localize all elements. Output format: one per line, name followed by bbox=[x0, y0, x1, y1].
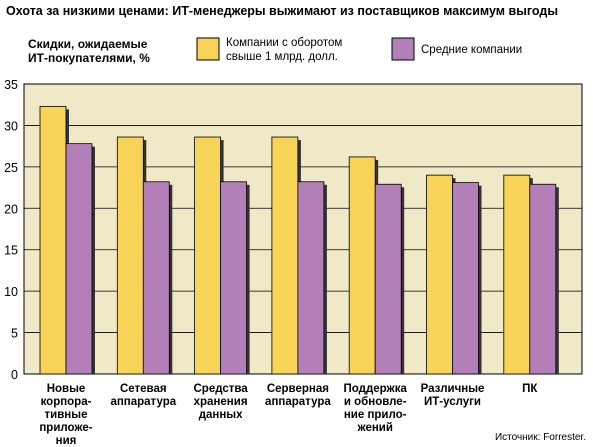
bar bbox=[194, 136, 222, 375]
bar bbox=[503, 174, 531, 375]
x-tick-label: хранения bbox=[194, 396, 248, 408]
x-tick-label: тивные bbox=[45, 409, 88, 421]
bar bbox=[529, 183, 557, 375]
legend-label: свыше 1 млрд. долл. bbox=[226, 51, 338, 63]
x-tick-label: Различные bbox=[421, 383, 485, 395]
bar bbox=[297, 181, 325, 375]
y-tick-label: 30 bbox=[4, 119, 18, 133]
legend: Компании с оборотом свыше 1 млрд. долл. Ср… bbox=[196, 37, 522, 63]
y-tick-label: 25 bbox=[4, 161, 18, 175]
bars bbox=[39, 105, 559, 375]
x-tick-label: Новые bbox=[47, 383, 86, 395]
x-tick-label: ПК bbox=[522, 383, 538, 395]
y-tick-label: 35 bbox=[4, 78, 18, 92]
bar bbox=[374, 183, 402, 375]
bar bbox=[426, 174, 453, 375]
x-tick-label: ИТ-услуги bbox=[424, 396, 481, 408]
chart-title: Охота за низкими ценами: ИТ-менеджеры вы… bbox=[6, 4, 558, 18]
y-tick-label: 10 bbox=[4, 285, 18, 299]
bar bbox=[65, 143, 93, 375]
x-tick-label: ние прило- bbox=[344, 409, 407, 421]
x-tick-label: аппаратура bbox=[110, 396, 176, 408]
bar bbox=[39, 105, 67, 375]
bar bbox=[452, 182, 479, 375]
y-tick-label: 20 bbox=[4, 202, 18, 216]
x-tick-label: Средства bbox=[193, 383, 248, 395]
bar bbox=[271, 136, 299, 375]
bar bbox=[116, 136, 144, 375]
bar bbox=[220, 181, 248, 375]
y-tick-label: 15 bbox=[4, 244, 18, 258]
y-tick-label: 5 bbox=[11, 327, 18, 341]
x-tick-label: данных bbox=[199, 409, 243, 421]
x-tick-label: Сетевая bbox=[120, 383, 167, 395]
x-tick-label: аппаратура bbox=[265, 396, 331, 408]
legend-label: Компании с оборотом bbox=[226, 37, 342, 49]
bar bbox=[348, 156, 376, 375]
x-tick-label: Поддержка bbox=[344, 383, 408, 395]
x-tick-label: корпора- bbox=[41, 396, 92, 408]
y-tick-label: 0 bbox=[11, 368, 18, 382]
y-axis-label-line: ИТ-покупателями, % bbox=[28, 51, 150, 65]
x-axis-labels: Новыекорпора-тивныеприложе-нияСетеваяапп… bbox=[39, 383, 538, 447]
source-note: Источник: Forrester. bbox=[495, 432, 586, 443]
x-tick-label: приложе- bbox=[39, 422, 92, 434]
x-tick-label: и обновле- bbox=[344, 396, 407, 408]
x-tick-label: жений bbox=[356, 422, 392, 434]
legend-label: Средние компании bbox=[421, 44, 522, 56]
legend-swatch bbox=[391, 37, 415, 61]
bar bbox=[142, 181, 170, 375]
y-axis-ticks: 35 30 25 20 15 10 5 0 bbox=[4, 78, 18, 382]
x-tick-label: ния bbox=[56, 435, 77, 447]
legend-swatch bbox=[196, 37, 220, 61]
y-axis-label-line: Скидки, ожидаемые bbox=[28, 37, 148, 51]
x-tick-label: Серверная bbox=[267, 383, 329, 395]
